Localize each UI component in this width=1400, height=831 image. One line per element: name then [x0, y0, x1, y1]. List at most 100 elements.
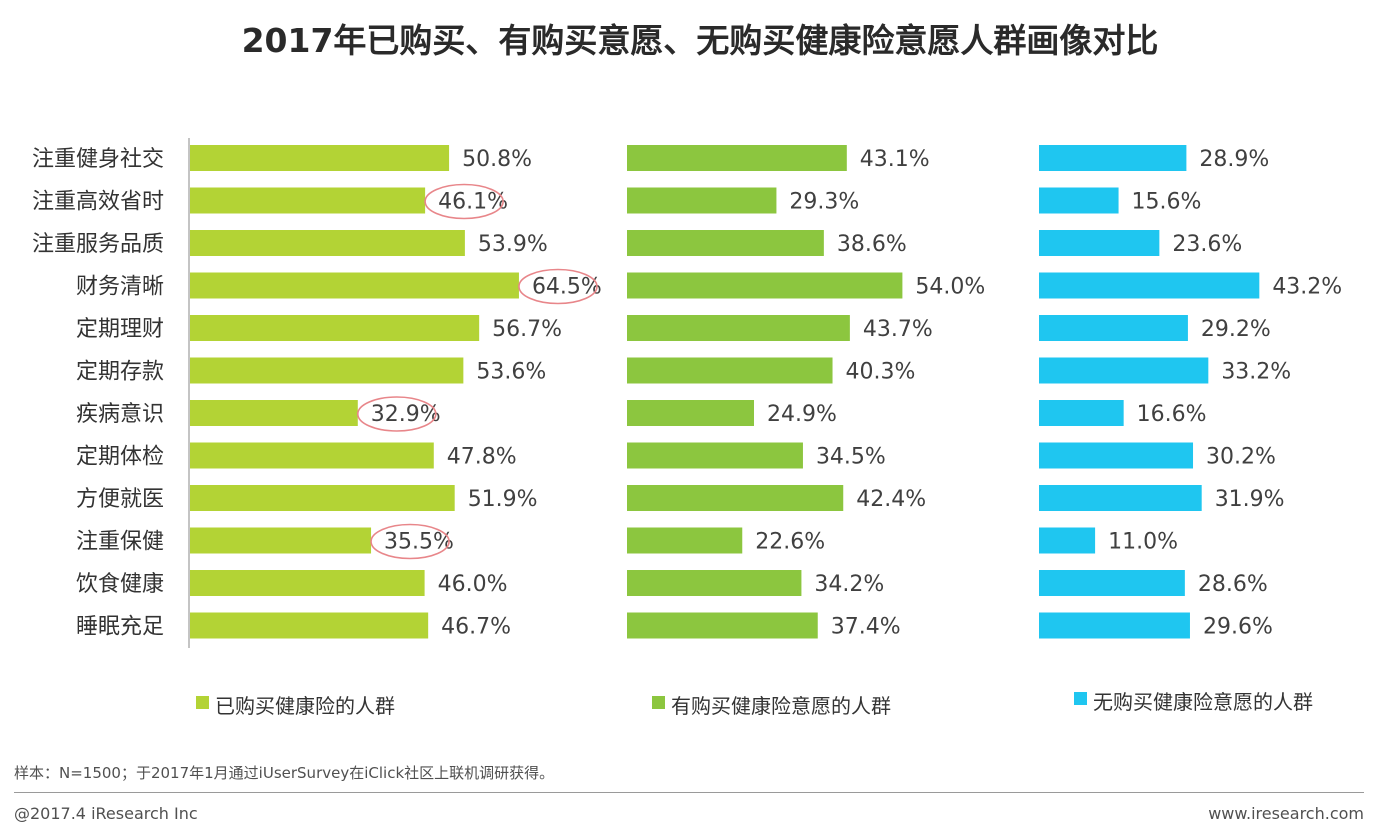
bar [190, 400, 358, 426]
bar [1039, 315, 1188, 341]
data-label: 42.4% [856, 487, 926, 512]
bar [627, 315, 850, 341]
data-label: 54.0% [915, 275, 985, 300]
bar [190, 612, 429, 639]
bar [1039, 612, 1190, 639]
footer-divider [14, 792, 1364, 793]
data-label: 38.6% [837, 232, 907, 257]
sample-note: 样本：N=1500；于2017年1月通过iUserSurvey在iClick社区… [14, 764, 555, 782]
data-label: 34.5% [816, 445, 886, 470]
category-label: 定期存款 [76, 360, 164, 385]
bar [627, 485, 844, 511]
data-label: 11.0% [1108, 530, 1178, 555]
bar [1039, 187, 1119, 214]
data-label: 53.6% [476, 360, 546, 385]
bar [627, 570, 802, 596]
highlight-circle [424, 183, 504, 220]
legend-swatch [1074, 692, 1087, 705]
bar [1039, 570, 1185, 596]
bar [1039, 145, 1187, 171]
bar [190, 187, 426, 214]
data-label: 43.2% [1272, 275, 1342, 300]
bar [1039, 485, 1202, 511]
bar [1039, 442, 1194, 469]
data-label: 46.7% [441, 615, 511, 640]
bar [190, 570, 425, 596]
legend-swatch [652, 696, 665, 709]
bar [190, 442, 434, 469]
legend-label: 有购买健康险意愿的人群 [671, 694, 891, 718]
legend-swatch [196, 696, 209, 709]
bar [190, 230, 465, 256]
series-3: 28.9% 15.6% 23.6% 43.2%29.2% 33.2% 16.6% 30.2%… [1039, 145, 1342, 640]
website-link[interactable]: www.iresearch.com [1208, 804, 1364, 823]
bar [190, 527, 372, 554]
bar [190, 315, 480, 341]
data-label: 33.2% [1221, 360, 1291, 385]
data-label: 51.9% [468, 487, 538, 512]
bar [627, 442, 803, 469]
data-label: 30.2% [1206, 445, 1276, 470]
highlight-circle [518, 268, 598, 305]
highlight-circle [370, 523, 450, 560]
bar [190, 485, 455, 511]
bar [627, 400, 754, 426]
category-label: 注重服务品质 [32, 232, 164, 257]
category-label: 财务清晰 [76, 275, 164, 300]
data-label: 28.6% [1198, 572, 1268, 597]
data-label: 15.6% [1132, 190, 1202, 215]
data-label: 53.9% [478, 232, 548, 257]
data-label: 24.9% [767, 402, 837, 427]
bar [627, 612, 818, 639]
highlight-circle [356, 396, 437, 432]
data-label: 31.9% [1215, 487, 1285, 512]
data-label: 34.2% [814, 572, 884, 597]
data-label: 28.9% [1199, 147, 1269, 172]
bar [1039, 272, 1260, 299]
data-label: 50.8% [462, 147, 532, 172]
category-label: 注重高效省时 [32, 190, 164, 215]
data-label: 22.6% [755, 530, 825, 555]
data-label: 29.3% [789, 190, 859, 215]
category-labels: 注重健身社交注重高效省时注重服务品质财务清晰定期理财定期存款疾病意识定期体检方便… [32, 147, 164, 640]
bar [627, 357, 833, 384]
legend-label: 已购买健康险的人群 [215, 694, 395, 718]
bar [627, 272, 903, 299]
data-label: 43.1% [860, 147, 930, 172]
copyright-text: @2017.4 iResearch Inc [14, 804, 198, 823]
bar [1039, 230, 1160, 256]
bar [627, 527, 743, 554]
data-label: 29.2% [1201, 317, 1271, 342]
bar [627, 230, 824, 256]
data-label: 37.4% [831, 615, 901, 640]
bar [190, 272, 519, 299]
data-label: 47.8% [447, 445, 517, 470]
data-label: 46.0% [438, 572, 508, 597]
bar [1039, 527, 1096, 554]
bar [1039, 400, 1124, 426]
category-label: 疾病意识 [76, 402, 164, 427]
category-label: 睡眠充足 [76, 615, 164, 640]
data-label: 40.3% [846, 360, 916, 385]
series-2: 43.1%29.3% 38.6% 54.0% 43.7% 40.3% 24.9% 34.5%… [627, 145, 985, 640]
series-1: 50.8%46.1%53.9%64.5%56.7%53.6%32.9%47.8%… [190, 145, 602, 640]
legend: 已购买健康险的人群 有购买健康险意愿的人群 无购买健康险意愿的人群 [196, 690, 1313, 718]
category-label: 注重保健 [76, 530, 164, 555]
data-label: 56.7% [492, 317, 562, 342]
bar [190, 357, 464, 384]
bar [627, 145, 847, 171]
bar [190, 145, 450, 171]
category-label: 定期体检 [76, 445, 164, 470]
category-label: 注重健身社交 [32, 147, 164, 172]
bar [627, 187, 777, 214]
bar-chart: 注重健身社交注重高效省时注重服务品质财务清晰定期理财定期存款疾病意识定期体检方便… [32, 138, 1342, 718]
data-label: 16.6% [1137, 402, 1207, 427]
bars: 50.8%46.1%53.9%64.5%56.7%53.6%32.9%47.8%… [190, 145, 1342, 640]
legend-label: 无购买健康险意愿的人群 [1093, 690, 1313, 714]
data-label: 23.6% [1172, 232, 1242, 257]
data-label: 29.6% [1203, 615, 1273, 640]
category-label: 方便就医 [76, 487, 164, 512]
category-label: 定期理财 [76, 317, 164, 342]
category-label: 饮食健康 [76, 572, 164, 597]
bar [1039, 357, 1209, 384]
